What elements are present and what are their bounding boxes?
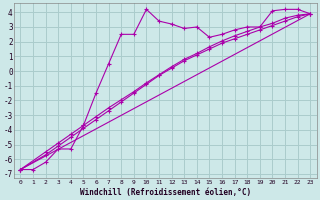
X-axis label: Windchill (Refroidissement éolien,°C): Windchill (Refroidissement éolien,°C) xyxy=(80,188,251,197)
